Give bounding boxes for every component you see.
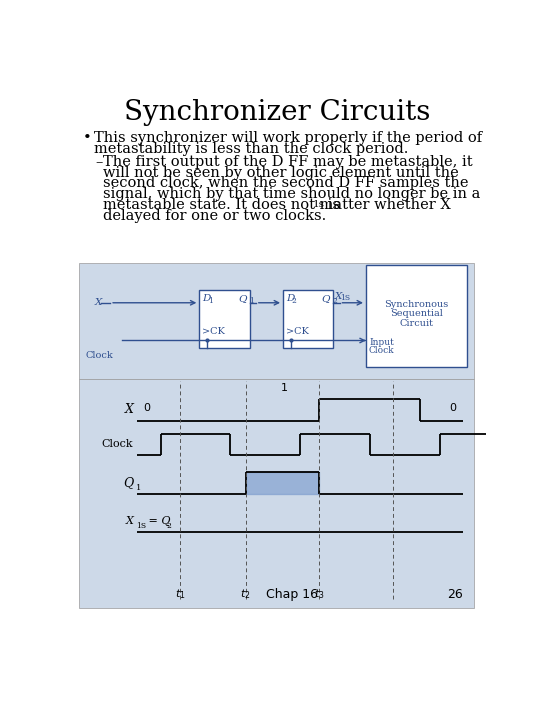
Text: –: – [96,155,103,169]
Text: 2: 2 [167,522,172,530]
Text: Sequential: Sequential [390,310,443,318]
Text: 2: 2 [333,297,338,305]
Text: Synchronizer Circuits: Synchronizer Circuits [124,99,430,127]
Text: Circuit: Circuit [399,319,433,328]
Text: 1s: 1s [313,200,325,210]
Text: X: X [125,403,133,416]
Text: $t_1$: $t_1$ [174,587,185,600]
Text: second clock, when the second D FF samples the: second clock, when the second D FF sampl… [103,176,469,191]
Text: 1S: 1S [340,294,350,302]
Text: 26: 26 [447,588,463,600]
Text: X: X [94,298,102,307]
Text: Input: Input [369,338,394,347]
Text: delayed for one or two clocks.: delayed for one or two clocks. [103,209,326,222]
Text: signal, which by that time should no longer be in a: signal, which by that time should no lon… [103,187,481,202]
Text: D: D [202,294,211,303]
Text: 0: 0 [449,403,456,413]
Text: 1: 1 [249,297,254,305]
Text: 1: 1 [281,383,288,393]
Text: Clock: Clock [102,439,133,449]
Text: •: • [83,131,92,145]
Text: Q: Q [322,294,330,303]
Text: Q: Q [123,477,133,490]
Text: Clock: Clock [369,346,395,355]
Text: >CK: >CK [202,327,225,336]
Text: $t_3$: $t_3$ [314,587,325,600]
Text: This synchronizer will work properly if the period of: This synchronizer will work properly if … [94,131,482,145]
Text: metastable state. It does not matter whether X: metastable state. It does not matter whe… [103,198,451,212]
Text: >CK: >CK [286,327,309,336]
Bar [79,379,474,608]
Text: is: is [323,198,340,212]
Bar [283,290,333,348]
Text: D: D [286,294,294,303]
Text: Chap 16: Chap 16 [266,588,318,600]
Bar [79,264,474,379]
Text: will not be seen by other logic element until the: will not be seen by other logic element … [103,166,459,180]
Text: X: X [125,516,133,526]
Text: 2: 2 [292,297,296,305]
Text: Q: Q [238,294,247,303]
Text: 1S: 1S [136,522,146,530]
Text: Synchronous: Synchronous [384,300,448,309]
Bar [199,290,249,348]
Text: 0: 0 [144,403,151,413]
Text: metastability is less than the clock period.: metastability is less than the clock per… [94,142,408,156]
Text: 1: 1 [208,297,213,305]
Text: 1: 1 [136,484,141,492]
Text: The first output of the D FF may be metastable, it: The first output of the D FF may be meta… [103,155,473,169]
Text: $t_2$: $t_2$ [240,587,251,600]
Text: X: X [335,292,342,301]
Bar [366,265,467,367]
Text: Clock: Clock [85,351,113,361]
Text: = Q: = Q [145,516,171,526]
